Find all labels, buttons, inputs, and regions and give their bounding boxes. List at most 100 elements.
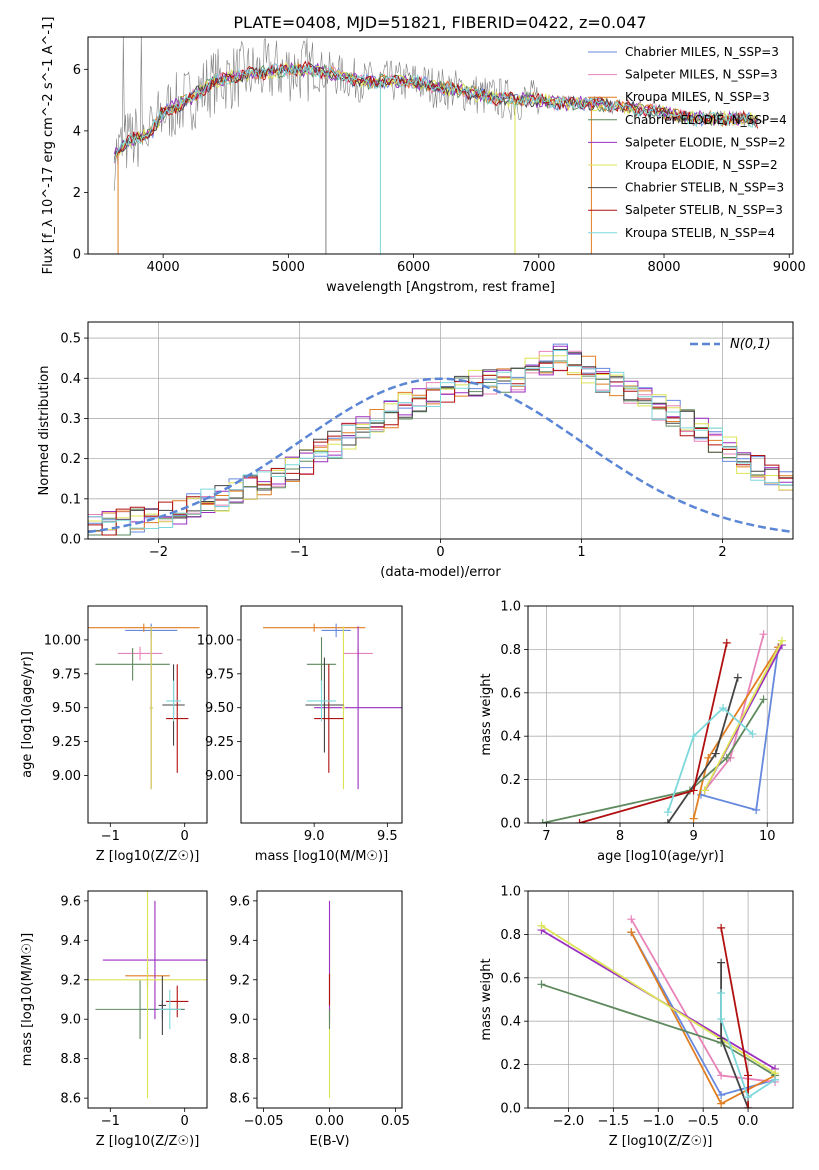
- y-tick-label: 0.3: [60, 412, 81, 427]
- y-axis-label: Normed distribution: [37, 366, 52, 496]
- weight-point-marker: [717, 1099, 726, 1108]
- y-tick-label: 8.6: [229, 1092, 250, 1107]
- y-tick-label: 0.4: [500, 730, 521, 745]
- x-tick-label: −1: [101, 1114, 120, 1129]
- x-axis-label: Z [log10(Z/Z☉)]: [609, 1134, 713, 1149]
- y-tick-label: 9.6: [229, 894, 250, 909]
- y-tick-label: 10.00: [197, 633, 234, 648]
- y-axis-label: age [log10(age/yr)]: [20, 651, 35, 778]
- y-tick-label: 0.1: [60, 492, 81, 507]
- weight-point-marker: [538, 819, 547, 823]
- figure-title: PLATE=0408, MJD=51821, FIBERID=0422, z=0…: [233, 13, 646, 32]
- y-tick-label: 8.8: [229, 1052, 250, 1067]
- histogram-step-3: [88, 360, 793, 536]
- x-tick-label: 8000: [647, 260, 680, 275]
- weight-line-8: [667, 706, 754, 813]
- plot-area-age_vs_Z: [88, 623, 200, 790]
- weight-point-marker: [752, 805, 761, 814]
- x-tick-label: −1.5: [598, 1114, 630, 1129]
- x-tick-label: −2.0: [553, 1114, 585, 1129]
- weight-point-marker: [537, 921, 546, 930]
- y-tick-label: 8.8: [60, 1052, 81, 1067]
- y-tick-label: 8.6: [60, 1092, 81, 1107]
- legend-entry-1: Salpeter MILES, N_SSP=3: [625, 68, 778, 82]
- legend-entry-4: Salpeter ELODIE, N_SSP=2: [625, 135, 786, 149]
- axes-frame: [527, 605, 794, 824]
- legend-entry-6: Chabrier STELIB, N_SSP=3: [625, 181, 784, 195]
- y-tick-label: 9.00: [52, 769, 81, 784]
- y-axis-label: mass [log10(M/M☉)]: [20, 933, 35, 1066]
- x-axis-label: Z [log10(Z/Z☉)]: [96, 1134, 200, 1149]
- weight-point-marker: [700, 786, 709, 795]
- weight-line-5: [703, 640, 783, 791]
- y-axis-label: mass weight: [479, 673, 494, 755]
- weight-point-marker: [537, 980, 546, 989]
- weight-point-marker: [717, 923, 726, 932]
- model-line-8: [113, 63, 758, 162]
- panel-spectrum: 4000 5000 6000 7000 8000 9000 0 2 4 6 wavelength […: [41, 17, 806, 295]
- weight-point-marker: [627, 915, 636, 924]
- y-tick-label: 9.6: [60, 894, 81, 909]
- y-tick-label: 1.0: [500, 600, 521, 615]
- y-tick-label: 9.50: [205, 701, 234, 716]
- x-tick-label: −1.0: [642, 1114, 674, 1129]
- weight-point-marker: [733, 673, 742, 682]
- legend-entry-5: Kroupa ELODIE, N_SSP=2: [625, 158, 778, 172]
- x-tick-label: 7: [542, 829, 550, 844]
- weight-point-marker: [627, 928, 636, 937]
- x-axis-label: mass [log10(M/M☉)]: [255, 849, 388, 864]
- weight-point-marker: [777, 636, 786, 645]
- histogram-step-5: [88, 355, 793, 530]
- x-axis-label: Z [log10(Z/Z☉)]: [96, 849, 200, 864]
- panel-weight_vs_Z: −2.0 −1.5 −1.0 −0.5 0.0 0.0 0.2 0.4 0.6 0.8 1.0 Z […: [479, 885, 794, 1149]
- weight-line-7: [720, 927, 749, 1108]
- y-tick-label: 9.0: [60, 1013, 81, 1028]
- y-tick-label: 9.00: [205, 769, 234, 784]
- x-tick-label: 7000: [522, 260, 555, 275]
- y-tick-label: 9.25: [205, 735, 234, 750]
- weight-point-marker: [717, 1015, 726, 1024]
- y-tick-label: 9.4: [229, 934, 250, 949]
- y-tick-label: 9.2: [60, 973, 81, 988]
- x-tick-label: 0.05: [381, 1114, 410, 1129]
- y-tick-label: 0.8: [500, 928, 521, 943]
- y-tick-label: 9.75: [205, 667, 234, 682]
- weight-point-marker: [759, 630, 768, 639]
- y-tick-label: 0.2: [60, 452, 81, 467]
- y-tick-label: 4: [73, 124, 81, 139]
- panel-age_vs_mass: 9.0 9.5 9.00 9.25 9.50 9.75 10.00 mass [log10(M…: [197, 605, 403, 864]
- weight-point-marker: [717, 958, 726, 967]
- y-tick-label: 0.0: [500, 1102, 521, 1117]
- model-line-7: [113, 60, 759, 162]
- plot-area-weight_vs_age: [538, 630, 786, 823]
- y-tick-label: 0.4: [60, 372, 81, 387]
- y-axis-label: Flux [f_λ 10^-17 erg cm^-2 s^-1 A^-1]: [41, 17, 56, 275]
- plot-area-residuals: [88, 343, 793, 536]
- x-tick-label: 0: [181, 829, 189, 844]
- weight-point-marker: [663, 819, 672, 823]
- x-tick-label: 1: [577, 545, 585, 560]
- x-tick-label: 9.0: [304, 829, 325, 844]
- weight-point-marker: [744, 1071, 753, 1080]
- y-tick-label: 9.0: [229, 1013, 250, 1028]
- x-tick-label: 10: [759, 829, 776, 844]
- x-tick-label: 0.00: [315, 1114, 344, 1129]
- weight-point-marker: [717, 1034, 726, 1043]
- weight-point-marker: [689, 814, 698, 823]
- legend-entry-0: Chabrier MILES, N_SSP=3: [625, 45, 779, 59]
- weight-point-marker: [771, 1075, 780, 1084]
- weight-point-marker: [711, 749, 720, 758]
- x-tick-label: 9: [689, 829, 697, 844]
- x-axis-label: wavelength [Angstrom, rest frame]: [326, 280, 555, 295]
- axes-frame: [527, 890, 794, 1109]
- axes-frame: [240, 605, 403, 824]
- y-tick-label: 9.25: [52, 735, 81, 750]
- y-tick-label: 0.5: [60, 332, 81, 347]
- weight-point-marker: [722, 753, 731, 762]
- x-tick-label: 0.0: [738, 1114, 759, 1129]
- legend-entry-reference: N(0,1): [730, 337, 771, 352]
- axes-frame: [87, 605, 208, 824]
- y-tick-label: 0.0: [500, 817, 521, 832]
- x-tick-label: −1: [290, 545, 309, 560]
- x-tick-label: 6000: [397, 260, 430, 275]
